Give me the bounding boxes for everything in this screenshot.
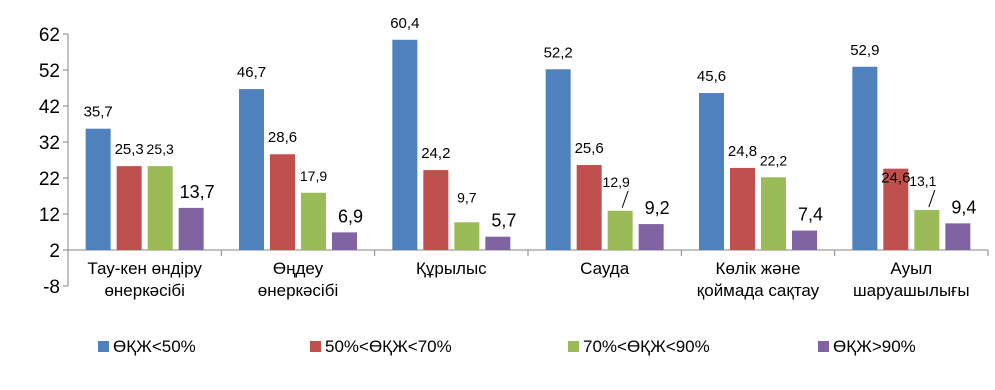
data-label: 24,2 <box>421 145 450 162</box>
category-label: Өңдеу <box>273 259 324 278</box>
bars <box>86 40 971 250</box>
data-label: 28,6 <box>268 129 297 146</box>
legend-label: ӨҚЖ>90% <box>833 337 916 356</box>
bar <box>86 129 111 250</box>
bar <box>730 168 755 250</box>
bar <box>608 211 633 250</box>
y-tick-label: 32 <box>39 133 60 154</box>
legend-label: 70%<ӨҚЖ<90% <box>583 337 710 356</box>
data-label: 45,6 <box>697 68 726 85</box>
bar <box>792 231 817 250</box>
category-label: қоймада сақтау <box>697 281 820 300</box>
bar <box>239 89 264 250</box>
legend-swatch <box>98 341 109 352</box>
data-label: 25,6 <box>575 140 604 157</box>
y-tick-label: 22 <box>39 169 60 190</box>
label-leader-line <box>622 191 628 208</box>
axes: -8 2 12 22 32 42 52 62 <box>39 25 988 298</box>
category-label: Сауда <box>580 259 630 278</box>
y-tick-label: -8 <box>43 277 60 298</box>
y-tick-label: 42 <box>39 97 60 118</box>
data-label: 9,2 <box>645 198 670 218</box>
data-label: 24,8 <box>728 143 757 160</box>
data-label: 7,4 <box>798 205 823 225</box>
bar <box>639 224 664 250</box>
bar <box>423 170 448 250</box>
bar <box>179 208 204 250</box>
legend-swatch <box>818 341 829 352</box>
data-label: 35,7 <box>84 104 113 121</box>
legend-label: 50%<ӨҚЖ<70% <box>325 337 452 356</box>
data-label: 46,7 <box>237 64 266 81</box>
category-labels: Тау-кен өндіру өнеркәсібі Өңдеу өнеркәсібі Қ… <box>87 259 969 300</box>
category-label: өнеркәсібі <box>258 281 338 300</box>
data-label: 52,2 <box>544 44 573 61</box>
legend-label: ӨҚЖ<50% <box>113 337 196 356</box>
y-tick-label: 52 <box>39 61 60 82</box>
y-tick-label: 12 <box>39 205 60 226</box>
category-label: өнеркәсібі <box>104 281 184 300</box>
bar <box>546 69 571 250</box>
data-label: 9,7 <box>457 189 477 205</box>
label-leader-line <box>929 190 935 207</box>
data-label: 17,9 <box>300 168 327 184</box>
data-label: 12,9 <box>603 174 630 190</box>
bar <box>117 166 142 250</box>
data-label: 13,7 <box>180 182 215 202</box>
bar <box>270 154 295 250</box>
category-label: Тау-кен өндіру <box>87 259 202 278</box>
data-label: 6,9 <box>338 206 363 226</box>
bar <box>392 40 417 250</box>
data-label: 60,4 <box>390 15 419 32</box>
category-label: Құрылыс <box>416 259 487 278</box>
data-label: 22,2 <box>760 152 787 168</box>
bar <box>485 237 510 250</box>
category-label: Көлік және <box>716 259 801 278</box>
bar <box>945 223 970 250</box>
bar <box>332 232 357 250</box>
data-label: 25,3 <box>147 141 174 157</box>
category-label: шаруашылығы <box>853 281 970 300</box>
legend-swatch <box>310 341 321 352</box>
legend-swatch <box>568 341 579 352</box>
bar <box>301 193 326 250</box>
bar <box>761 177 786 250</box>
data-labels: 35,7 46,7 60,4 52,2 45,6 52,9 25,3 28,6 24,2 25,6… <box>84 15 977 231</box>
y-tick-label: 62 <box>39 25 60 46</box>
data-label: 13,1 <box>909 173 936 189</box>
y-tick-label: 2 <box>49 241 60 262</box>
bar <box>577 165 602 250</box>
data-label: 5,7 <box>491 211 516 231</box>
data-label: 25,3 <box>115 141 144 158</box>
bar <box>454 222 479 250</box>
bar <box>852 67 877 250</box>
bar <box>148 166 173 250</box>
data-label: 24,6 <box>881 170 910 187</box>
bar <box>914 210 939 250</box>
data-label: 9,4 <box>951 197 976 217</box>
legend: ӨҚЖ<50% 50%<ӨҚЖ<70% 70%<ӨҚЖ<90% ӨҚЖ>90% <box>98 337 916 356</box>
category-label: Ауыл <box>890 259 932 278</box>
bar <box>699 93 724 250</box>
data-label: 52,9 <box>850 42 879 59</box>
